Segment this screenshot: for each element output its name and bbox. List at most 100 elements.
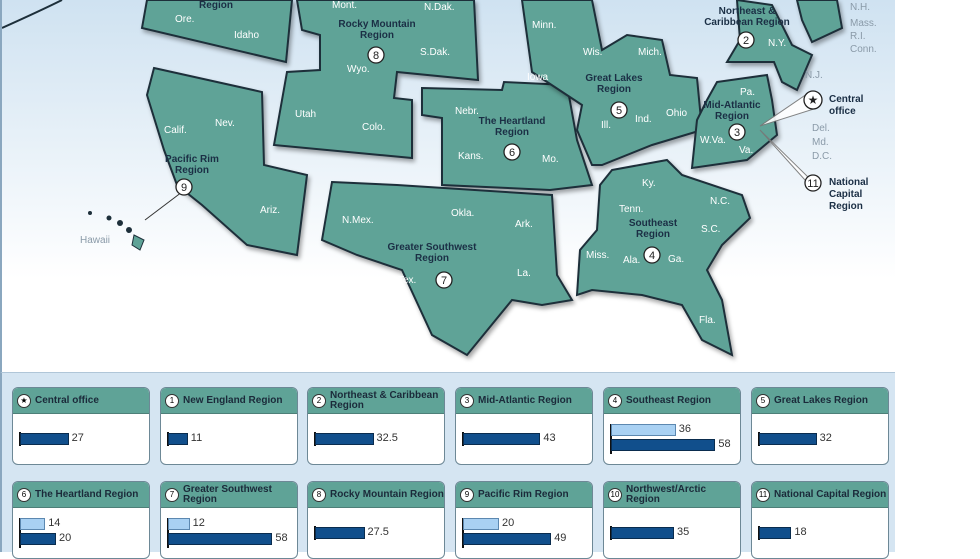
card-chart: 36 58 — [604, 414, 740, 464]
card-title: The Heartland Region — [35, 488, 139, 500]
state-label: Tex. — [398, 275, 416, 286]
card-chart: 32 — [752, 414, 888, 464]
region-northwest[interactable] — [140, 0, 294, 64]
state-label: Ga. — [668, 254, 684, 265]
bar-value: 20 — [502, 517, 515, 529]
region-label: Great Lakes Region — [585, 73, 643, 95]
region-card[interactable]: 7 Greater Southwest Region 12 58 — [160, 481, 298, 559]
card-chart: 43 — [456, 414, 592, 464]
region-number-markers[interactable]: 8 9 6 7 5 4 2 3 11 ★ — [175, 31, 823, 289]
region-new-england[interactable] — [795, 0, 844, 44]
state-label: Nebr. — [455, 106, 479, 117]
region-card[interactable]: ★ Central office 27 — [12, 387, 150, 465]
region-heartland[interactable] — [421, 80, 594, 192]
region-number-marker[interactable]: 2 — [737, 31, 755, 49]
state-label: Okla. — [451, 208, 474, 219]
card-title: Southeast Region — [626, 394, 712, 406]
region-card[interactable]: 2 Northeast & Caribbean Region 32.5 — [307, 387, 445, 465]
region-greater-southwest[interactable] — [320, 180, 574, 357]
region-number-marker[interactable]: 11 — [804, 174, 822, 192]
state-label: Fla. — [699, 315, 716, 326]
card-title: Rocky Mountain Region — [330, 488, 444, 500]
outside-state-label: Mass. — [850, 18, 877, 29]
region-number-marker[interactable]: 4 — [643, 246, 661, 264]
state-label: Utah — [295, 109, 316, 120]
region-number-marker[interactable]: 8 — [367, 46, 385, 64]
card-header: 11 National Capital Region — [752, 482, 888, 508]
card-header: 10 Northwest/Arctic Region — [604, 482, 740, 508]
star-icon[interactable]: ★ — [803, 90, 823, 110]
card-title: Northwest/Arctic Region — [626, 483, 707, 505]
state-label: Ky. — [642, 178, 656, 189]
card-chart: 12 58 — [161, 508, 297, 558]
card-title: Central office — [35, 394, 99, 406]
region-card[interactable]: 1 New England Region 11 — [160, 387, 298, 465]
state-label: Ariz. — [260, 205, 280, 216]
state-label: Mont. — [332, 0, 357, 11]
bar-dark — [315, 527, 365, 539]
bar-value: 58 — [718, 438, 731, 450]
bar-value: 58 — [275, 532, 288, 544]
card-chart: 32.5 — [308, 414, 444, 464]
region-number-badge: 9 — [460, 487, 474, 502]
bar-value: 20 — [59, 532, 72, 544]
bar-value: 27.5 — [367, 526, 389, 538]
card-title: National Capital Region — [774, 488, 887, 500]
region-number-marker[interactable]: 5 — [610, 101, 628, 119]
region-label: Region — [199, 0, 233, 11]
bar-dark — [20, 533, 56, 545]
region-number-marker[interactable]: 6 — [503, 143, 521, 161]
region-mid-atlantic[interactable] — [690, 73, 779, 170]
region-number-marker[interactable]: 7 — [435, 271, 453, 289]
state-label: Colo. — [362, 122, 385, 133]
bar-dark — [759, 433, 817, 445]
state-label: Pa. — [740, 87, 755, 98]
svg-text:3: 3 — [734, 127, 740, 139]
state-label: Calif. — [164, 125, 187, 136]
region-card[interactable]: 6 The Heartland Region 14 20 — [12, 481, 150, 559]
region-card[interactable]: 5 Great Lakes Region 32 — [751, 387, 889, 465]
bar-value: 11 — [190, 432, 203, 444]
region-card[interactable]: 8 Rocky Mountain Region 27.5 — [307, 481, 445, 559]
state-label: Ala. — [623, 255, 640, 266]
region-pacific-rim[interactable] — [145, 66, 309, 257]
svg-text:7: 7 — [441, 275, 447, 287]
bar-value: 35 — [677, 526, 690, 538]
card-chart: 18 — [752, 508, 888, 558]
region-label: Rocky Mountain Region — [338, 19, 415, 41]
bar-light — [20, 518, 46, 530]
state-label: Idaho — [234, 30, 259, 41]
card-title: Pacific Rim Region — [478, 488, 569, 500]
region-card[interactable]: 10 Northwest/Arctic Region 35 — [603, 481, 741, 559]
bar-dark — [168, 533, 273, 545]
region-label: Northeast & Caribbean Region — [704, 6, 790, 28]
region-southeast[interactable] — [575, 158, 752, 357]
bar-value: 18 — [794, 526, 807, 538]
bar-light — [463, 518, 499, 530]
region-northeast[interactable] — [725, 0, 814, 92]
state-labels: Ore. Idaho Mont. N.Dak. S.Dak. Wyo. Utah Colo. C… — [80, 0, 877, 326]
bar-value: 27 — [71, 432, 84, 444]
region-number-badge: 6 — [17, 487, 31, 502]
bar-value: 43 — [543, 432, 556, 444]
state-label: N.C. — [710, 196, 730, 207]
bar-value: 32.5 — [376, 432, 398, 444]
region-card[interactable]: 11 National Capital Region 18 — [751, 481, 889, 559]
region-card[interactable]: 4 Southeast Region 36 58 — [603, 387, 741, 465]
state-label: Ill. — [601, 120, 611, 131]
region-number-marker[interactable]: 3 — [728, 123, 746, 141]
bar-dark — [315, 433, 374, 445]
state-label: S.C. — [701, 224, 720, 235]
region-card[interactable]: 9 Pacific Rim Region 20 49 — [455, 481, 593, 559]
region-card[interactable]: 3 Mid-Atlantic Region 43 — [455, 387, 593, 465]
card-chart: 11 — [161, 414, 297, 464]
region-rocky-mountain[interactable] — [272, 0, 480, 160]
card-chart: 27.5 — [308, 508, 444, 558]
region-label: Greater Southwest Region — [388, 242, 478, 264]
region-number-marker[interactable]: 9 — [175, 178, 193, 196]
svg-text:★: ★ — [808, 93, 819, 107]
outside-state-label: Md. — [812, 137, 829, 148]
bar-dark — [463, 533, 552, 545]
card-header: 3 Mid-Atlantic Region — [456, 388, 592, 414]
region-number-badge: 11 — [756, 487, 770, 502]
